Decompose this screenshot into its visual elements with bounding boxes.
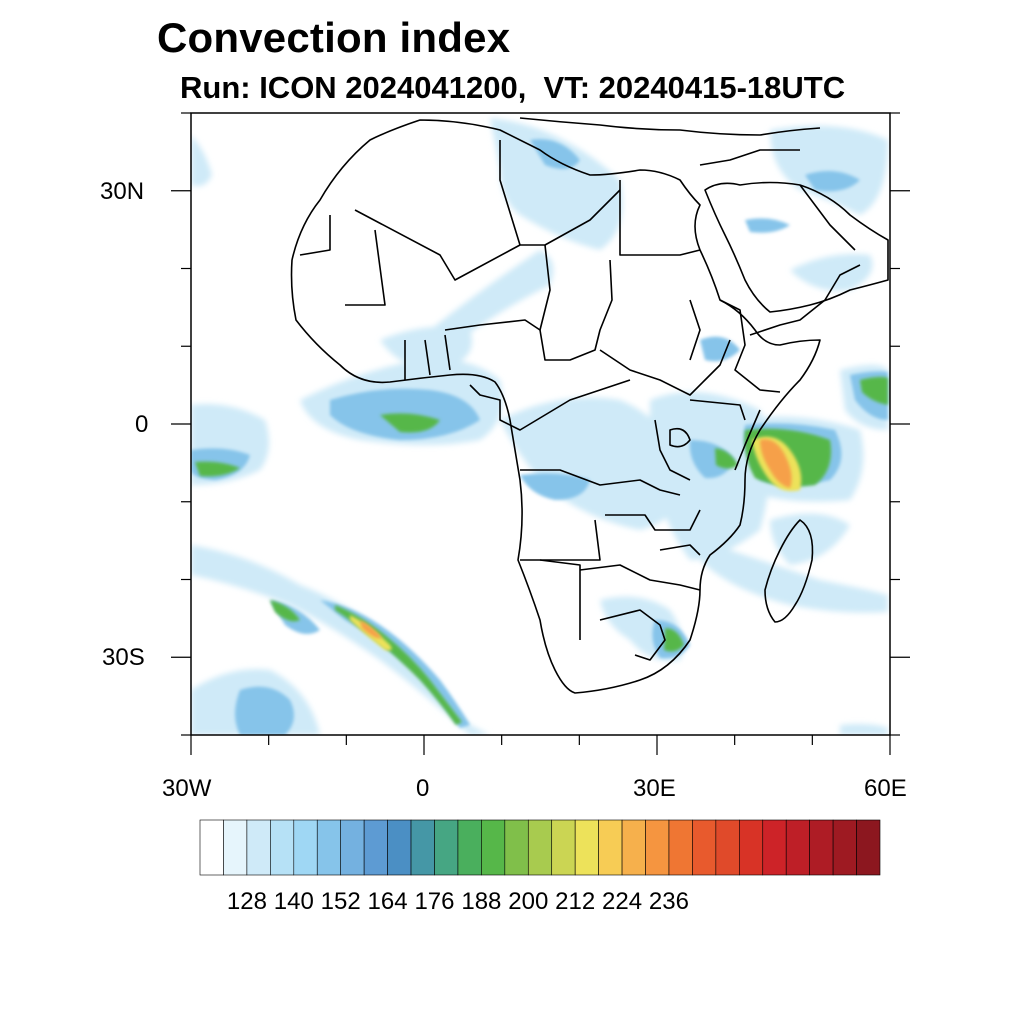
colorbar-swatch <box>621 819 646 876</box>
border-14 <box>520 519 601 561</box>
border-11 <box>654 419 691 481</box>
colorbar-tick-label: 164 <box>367 888 408 915</box>
colorbar-swatch <box>668 819 693 876</box>
lon-label-60e: 60E <box>864 775 907 802</box>
colorbar-swatch <box>340 819 365 876</box>
colorbar-swatch <box>762 819 787 876</box>
map-frame <box>171 112 910 755</box>
border-18 <box>599 609 666 661</box>
border-10 <box>520 469 681 496</box>
colorbar-swatch <box>223 819 248 876</box>
colorbar-swatch <box>481 819 506 876</box>
colorbar-swatch <box>785 819 810 876</box>
border-16 <box>579 564 701 591</box>
colorbar-swatch <box>645 819 670 876</box>
africa-coastline <box>290 119 821 694</box>
border-9 <box>469 379 631 431</box>
border-20 <box>689 299 701 361</box>
madagascar-coast <box>764 519 814 623</box>
colorbar-swatch <box>504 819 529 876</box>
colorbar-tick-label: 212 <box>555 888 596 915</box>
border-6 <box>444 244 551 331</box>
colorbar-swatch <box>387 819 412 876</box>
lat-label-0: 0 <box>135 411 149 438</box>
border-23 <box>799 184 856 251</box>
colorbar-swatch <box>527 819 553 876</box>
border-8 <box>599 339 731 396</box>
convection-field <box>191 118 888 735</box>
border-21 <box>749 264 861 336</box>
colorbar-swatch <box>551 819 576 876</box>
lake-victoria <box>669 427 691 448</box>
colorbar-swatch <box>715 819 740 876</box>
colorbar-swatch <box>410 819 435 876</box>
colorbar-swatch <box>856 819 881 876</box>
chart-subtitle: Run: ICON 2024041200, VT: 20240415-18UTC <box>180 70 846 105</box>
field-layer-orange <box>360 439 792 639</box>
border-24 <box>404 334 451 380</box>
mediterranean-north <box>519 117 821 136</box>
chart-title: Convection index <box>157 14 511 61</box>
colorbar-tick-label: 200 <box>508 888 549 915</box>
colorbar-swatch <box>598 819 623 876</box>
colorbar-swatch <box>199 819 224 876</box>
border-22 <box>699 149 800 166</box>
colorbar-tick-label: 128 <box>226 888 267 915</box>
colorbar-tick-label: 140 <box>273 888 314 915</box>
colorbar-swatch <box>692 819 717 876</box>
colorbar-tick-label: 188 <box>461 888 502 915</box>
border-13 <box>605 509 701 531</box>
border-7 <box>539 259 613 361</box>
colorbar-swatch <box>316 819 341 876</box>
colorbar <box>199 819 881 876</box>
colorbar-swatch <box>434 819 459 876</box>
colorbar-swatch <box>832 819 857 876</box>
border-17 <box>659 544 701 556</box>
axis-ticks <box>171 112 910 755</box>
colorbar-swatch <box>270 819 295 876</box>
colorbar-tick-label: 152 <box>320 888 361 915</box>
coastlines-borders <box>290 117 889 694</box>
colorbar-swatch <box>739 819 764 876</box>
border-12 <box>689 399 746 421</box>
lon-label-0: 0 <box>416 775 430 802</box>
colorbar-swatch <box>457 819 482 876</box>
border-5 <box>619 180 701 256</box>
colorbar-tick-label: 236 <box>648 888 689 915</box>
colorbar-swatch <box>809 819 834 876</box>
colorbar-swatch <box>363 819 388 876</box>
lon-label-30e: 30E <box>633 775 676 802</box>
colorbar-swatch <box>246 819 271 876</box>
lon-label-30w: 30W <box>162 775 212 802</box>
arabian-coast <box>704 181 889 313</box>
border-4 <box>499 140 521 246</box>
colorbar-swatch <box>574 819 599 876</box>
lat-label-30n: 30N <box>100 178 145 205</box>
border-2 <box>299 215 331 256</box>
lat-label-30s: 30S <box>102 644 145 671</box>
border-15 <box>539 559 581 640</box>
colorbar-tick-label: 224 <box>602 888 643 915</box>
border-3 <box>345 229 386 306</box>
border-19 <box>719 299 781 393</box>
border-25 <box>734 409 761 471</box>
colorbar-swatch <box>293 819 318 876</box>
colorbar-tick-label: 176 <box>414 888 455 915</box>
